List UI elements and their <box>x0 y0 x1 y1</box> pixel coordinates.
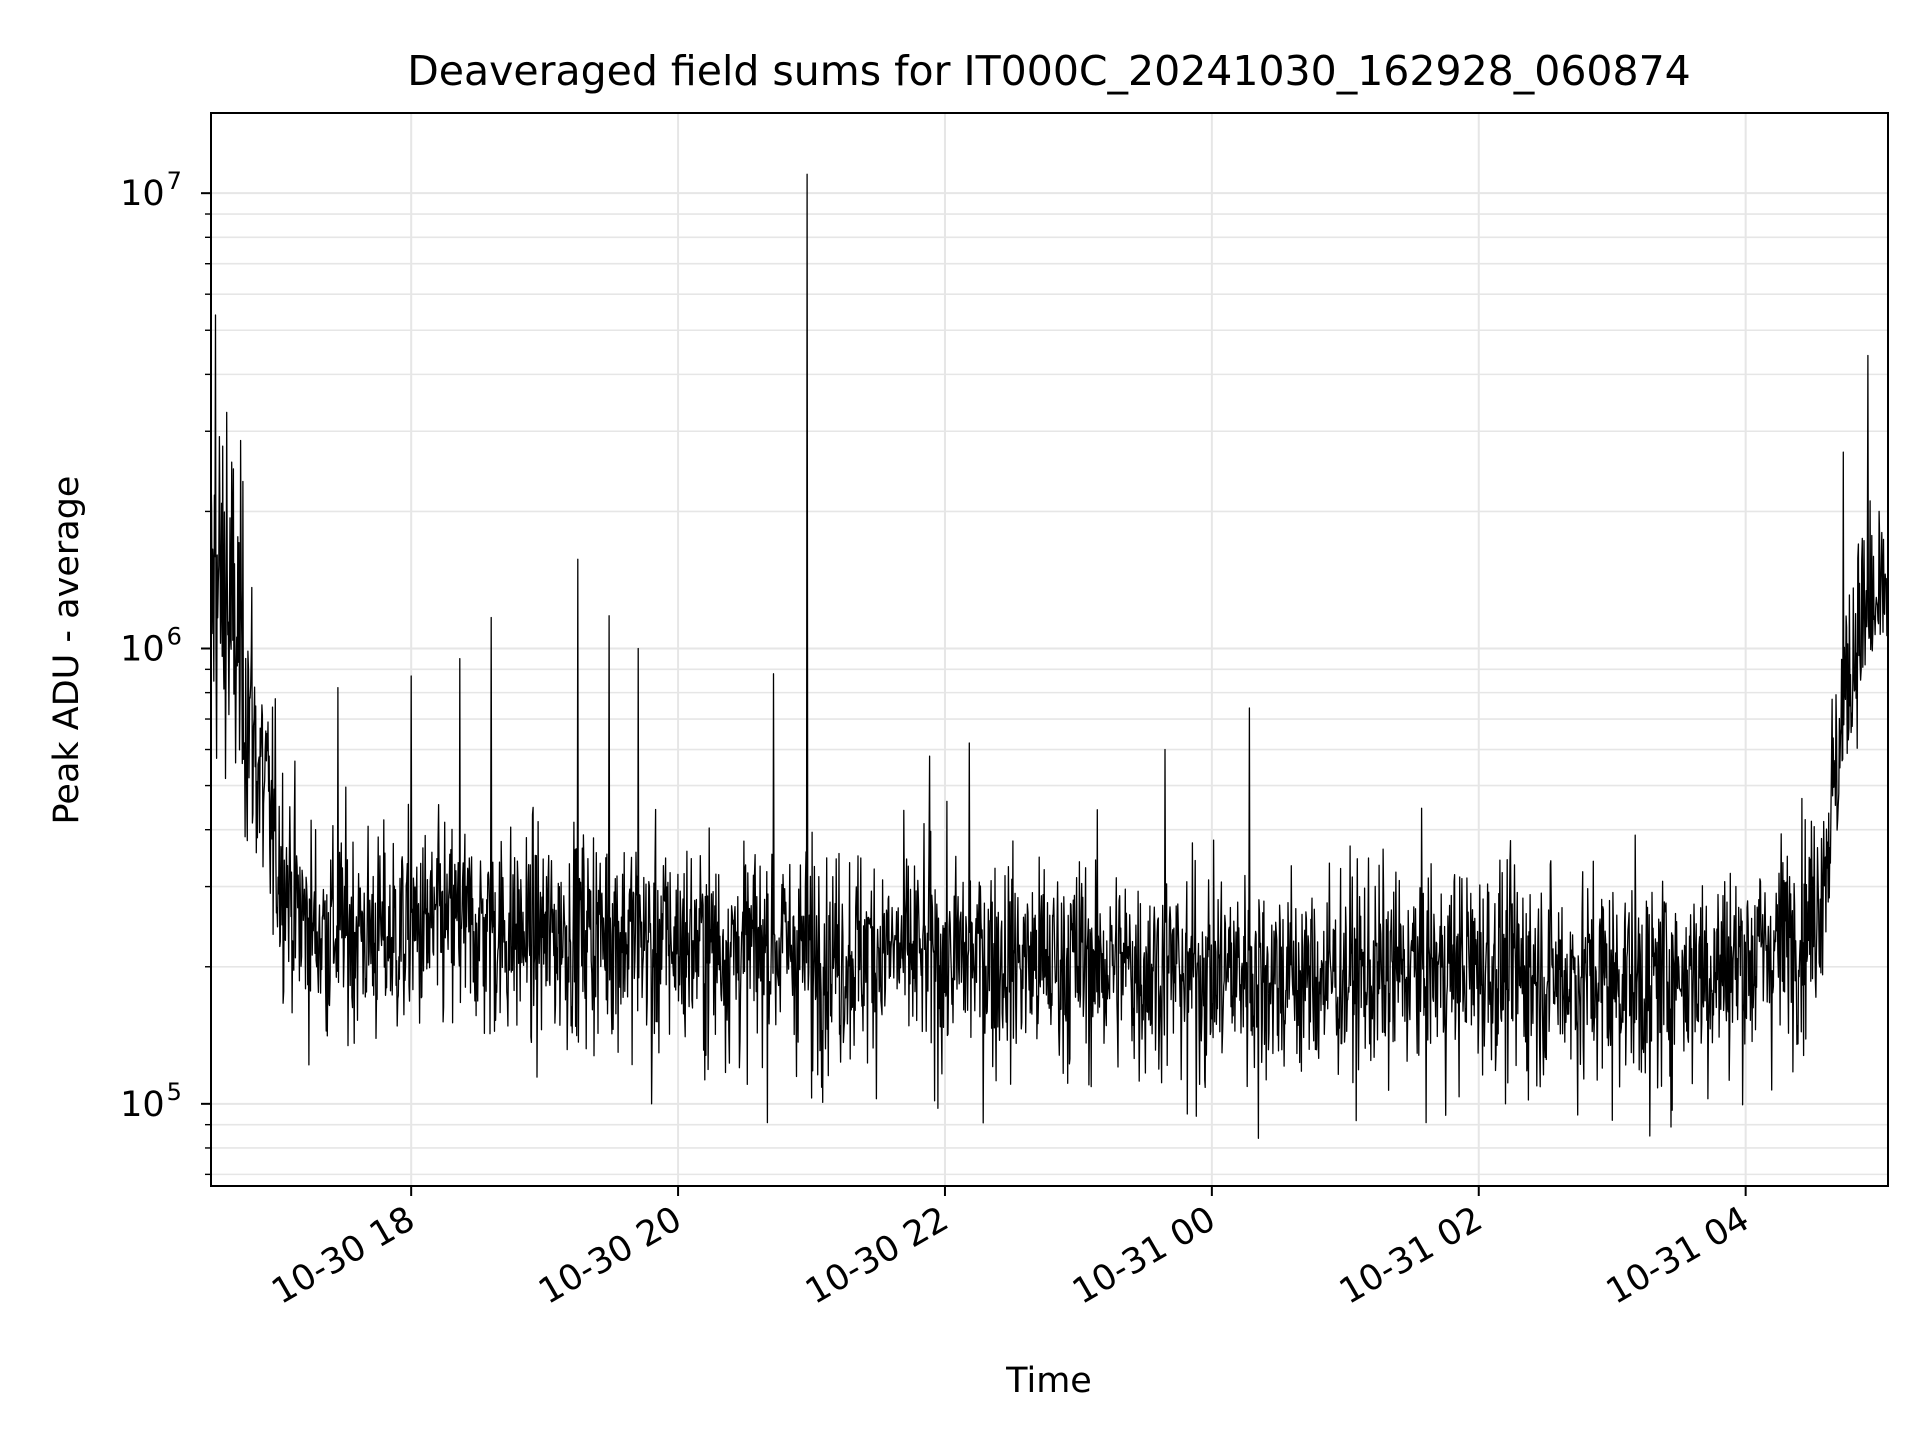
y-axis-label: Peak ADU - average <box>47 476 87 825</box>
y-tick-label: 106 <box>120 623 182 670</box>
y-tick-label: 105 <box>120 1078 182 1125</box>
series-line-path <box>210 173 1889 1139</box>
y-tick-label: 107 <box>120 167 182 214</box>
y-axis-ticks: 105 106 107 <box>120 167 211 1176</box>
x-axis-label: Time <box>1005 1361 1092 1401</box>
chart-title: Deaveraged field sums for IT000C_2024103… <box>407 47 1691 95</box>
series-line <box>210 173 1889 1139</box>
